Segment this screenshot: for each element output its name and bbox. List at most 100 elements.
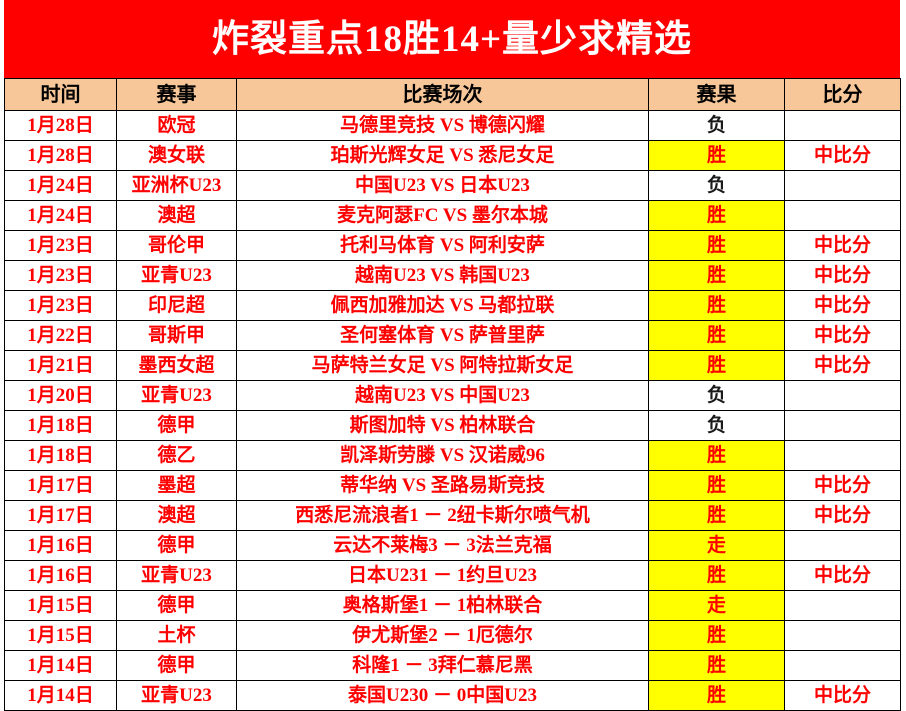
cell-result: 胜 <box>648 500 785 531</box>
cell-result: 胜 <box>648 260 785 291</box>
cell-score: 中比分 <box>784 140 901 171</box>
cell-result: 胜 <box>648 290 785 321</box>
column-header-league: 赛事 <box>116 78 237 111</box>
cell-result: 胜 <box>648 230 785 261</box>
cell-league: 哥伦甲 <box>116 230 237 261</box>
table-row: 1月18日 德甲 斯图加特 VS 柏林联合负 <box>4 410 901 441</box>
table-row: 1月23日 哥伦甲 托利马体育 VS 阿利安萨胜中比分 <box>4 230 901 261</box>
table-row: 1月23日 印尼超 佩西加雅加达 VS 马都拉联胜中比分 <box>4 290 901 321</box>
cell-league: 澳女联 <box>116 140 237 171</box>
cell-time: 1月24日 <box>4 200 117 231</box>
cell-time: 1月21日 <box>4 350 117 381</box>
cell-time: 1月22日 <box>4 320 117 351</box>
cell-result: 负 <box>648 110 785 141</box>
cell-league: 亚青U23 <box>116 560 237 591</box>
cell-match: 圣何塞体育 VS 萨普里萨 <box>236 320 649 351</box>
cell-match: 云达不莱梅3 － 3法兰克福 <box>236 530 649 561</box>
cell-match: 越南U23 VS 中国U23 <box>236 380 649 411</box>
cell-score: 中比分 <box>784 470 901 501</box>
cell-result: 走 <box>648 530 785 561</box>
cell-score <box>784 170 901 201</box>
table-row: 1月28日 澳女联 珀斯光辉女足 VS 悉尼女足胜中比分 <box>4 140 901 171</box>
cell-time: 1月18日 <box>4 410 117 441</box>
cell-match: 西悉尼流浪者1 － 2纽卡斯尔喷气机 <box>236 500 649 531</box>
cell-time: 1月23日 <box>4 230 117 261</box>
table-row: 1月23日 亚青U23 越南U23 VS 韩国U23 胜中比分 <box>4 260 901 291</box>
page-title: 炸裂重点18胜14+量少求精选 <box>211 18 693 60</box>
cell-time: 1月16日 <box>4 560 117 591</box>
cell-match: 斯图加特 VS 柏林联合 <box>236 410 649 441</box>
cell-result: 胜 <box>648 650 785 681</box>
cell-result: 胜 <box>648 440 785 471</box>
cell-result: 负 <box>648 380 785 411</box>
table-body: 1月28日 欧冠 马德里竞技 VS 博德闪耀负 1月28日 澳女联 珀斯光辉女足 VS 悉… <box>4 110 901 711</box>
cell-league: 印尼超 <box>116 290 237 321</box>
cell-league: 欧冠 <box>116 110 237 141</box>
cell-result: 胜 <box>648 140 785 171</box>
table-row: 1月15日 德甲 奥格斯堡1 － 1柏林联合走 <box>4 590 901 621</box>
cell-score: 中比分 <box>784 290 901 321</box>
cell-result: 负 <box>648 170 785 201</box>
match-results-table: 时间 赛事 比赛场次 赛果 比分 1月28日 欧冠 马德里竞技 VS 博德闪耀负 1月… <box>4 78 901 711</box>
cell-league: 墨超 <box>116 470 237 501</box>
cell-time: 1月15日 <box>4 590 117 621</box>
cell-time: 1月28日 <box>4 140 117 171</box>
table-header: 时间 赛事 比赛场次 赛果 比分 <box>4 78 901 111</box>
cell-match: 奥格斯堡1 － 1柏林联合 <box>236 590 649 621</box>
cell-score <box>784 530 901 561</box>
column-header-result: 赛果 <box>648 78 785 111</box>
cell-league: 德甲 <box>116 410 237 441</box>
cell-time: 1月20日 <box>4 380 117 411</box>
table-row: 1月14日 亚青U23 泰国U230 － 0中国U23 胜中比分 <box>4 680 901 711</box>
cell-match: 泰国U230 － 0中国U23 <box>236 680 649 711</box>
cell-result: 胜 <box>648 350 785 381</box>
table-row: 1月24日 亚洲杯U23 中国U23 VS 日本U23 负 <box>4 170 901 201</box>
cell-match: 伊尤斯堡2 － 1厄德尔 <box>236 620 649 651</box>
spreadsheet-sheet: 炸裂重点18胜14+量少求精选 时间 赛事 比赛场次 赛果 比分 1月28日 欧冠… <box>4 0 901 711</box>
cell-result: 走 <box>648 590 785 621</box>
cell-result: 胜 <box>648 560 785 591</box>
cell-score <box>784 650 901 681</box>
cell-league: 亚洲杯U23 <box>116 170 237 201</box>
column-header-match: 比赛场次 <box>236 78 649 111</box>
cell-score: 中比分 <box>784 680 901 711</box>
table-row: 1月22日 哥斯甲 圣何塞体育 VS 萨普里萨胜中比分 <box>4 320 901 351</box>
cell-time: 1月17日 <box>4 470 117 501</box>
table-row: 1月14日 德甲 科隆1 － 3拜仁慕尼黑胜 <box>4 650 901 681</box>
table-row: 1月17日 墨超 蒂华纳 VS 圣路易斯竞技胜中比分 <box>4 470 901 501</box>
cell-score <box>784 590 901 621</box>
cell-league: 德乙 <box>116 440 237 471</box>
cell-match: 日本U231 － 1约旦U23 <box>236 560 649 591</box>
cell-match: 越南U23 VS 韩国U23 <box>236 260 649 291</box>
cell-result: 胜 <box>648 320 785 351</box>
cell-league: 德甲 <box>116 530 237 561</box>
cell-match: 中国U23 VS 日本U23 <box>236 170 649 201</box>
cell-match: 凯泽斯劳滕 VS 汉诺威96 <box>236 440 649 471</box>
cell-score: 中比分 <box>784 230 901 261</box>
cell-league: 哥斯甲 <box>116 320 237 351</box>
cell-match: 珀斯光辉女足 VS 悉尼女足 <box>236 140 649 171</box>
cell-match: 托利马体育 VS 阿利安萨 <box>236 230 649 261</box>
cell-score <box>784 620 901 651</box>
table-row: 1月21日 墨西女超 马萨特兰女足 VS 阿特拉斯女足胜中比分 <box>4 350 901 381</box>
cell-result: 负 <box>648 410 785 441</box>
cell-score: 中比分 <box>784 560 901 591</box>
column-header-time: 时间 <box>4 78 117 111</box>
table-row: 1月28日 欧冠 马德里竞技 VS 博德闪耀负 <box>4 110 901 141</box>
cell-league: 澳超 <box>116 500 237 531</box>
cell-match: 马德里竞技 VS 博德闪耀 <box>236 110 649 141</box>
cell-result: 胜 <box>648 680 785 711</box>
cell-league: 土杯 <box>116 620 237 651</box>
table-row: 1月24日 澳超 麦克阿瑟FC VS 墨尔本城胜 <box>4 200 901 231</box>
cell-time: 1月23日 <box>4 290 117 321</box>
cell-league: 亚青U23 <box>116 260 237 291</box>
cell-time: 1月17日 <box>4 500 117 531</box>
cell-time: 1月14日 <box>4 650 117 681</box>
cell-time: 1月28日 <box>4 110 117 141</box>
cell-score: 中比分 <box>784 350 901 381</box>
cell-result: 胜 <box>648 200 785 231</box>
cell-result: 胜 <box>648 620 785 651</box>
cell-time: 1月23日 <box>4 260 117 291</box>
table-row: 1月16日 德甲 云达不莱梅3 － 3法兰克福走 <box>4 530 901 561</box>
cell-league: 墨西女超 <box>116 350 237 381</box>
